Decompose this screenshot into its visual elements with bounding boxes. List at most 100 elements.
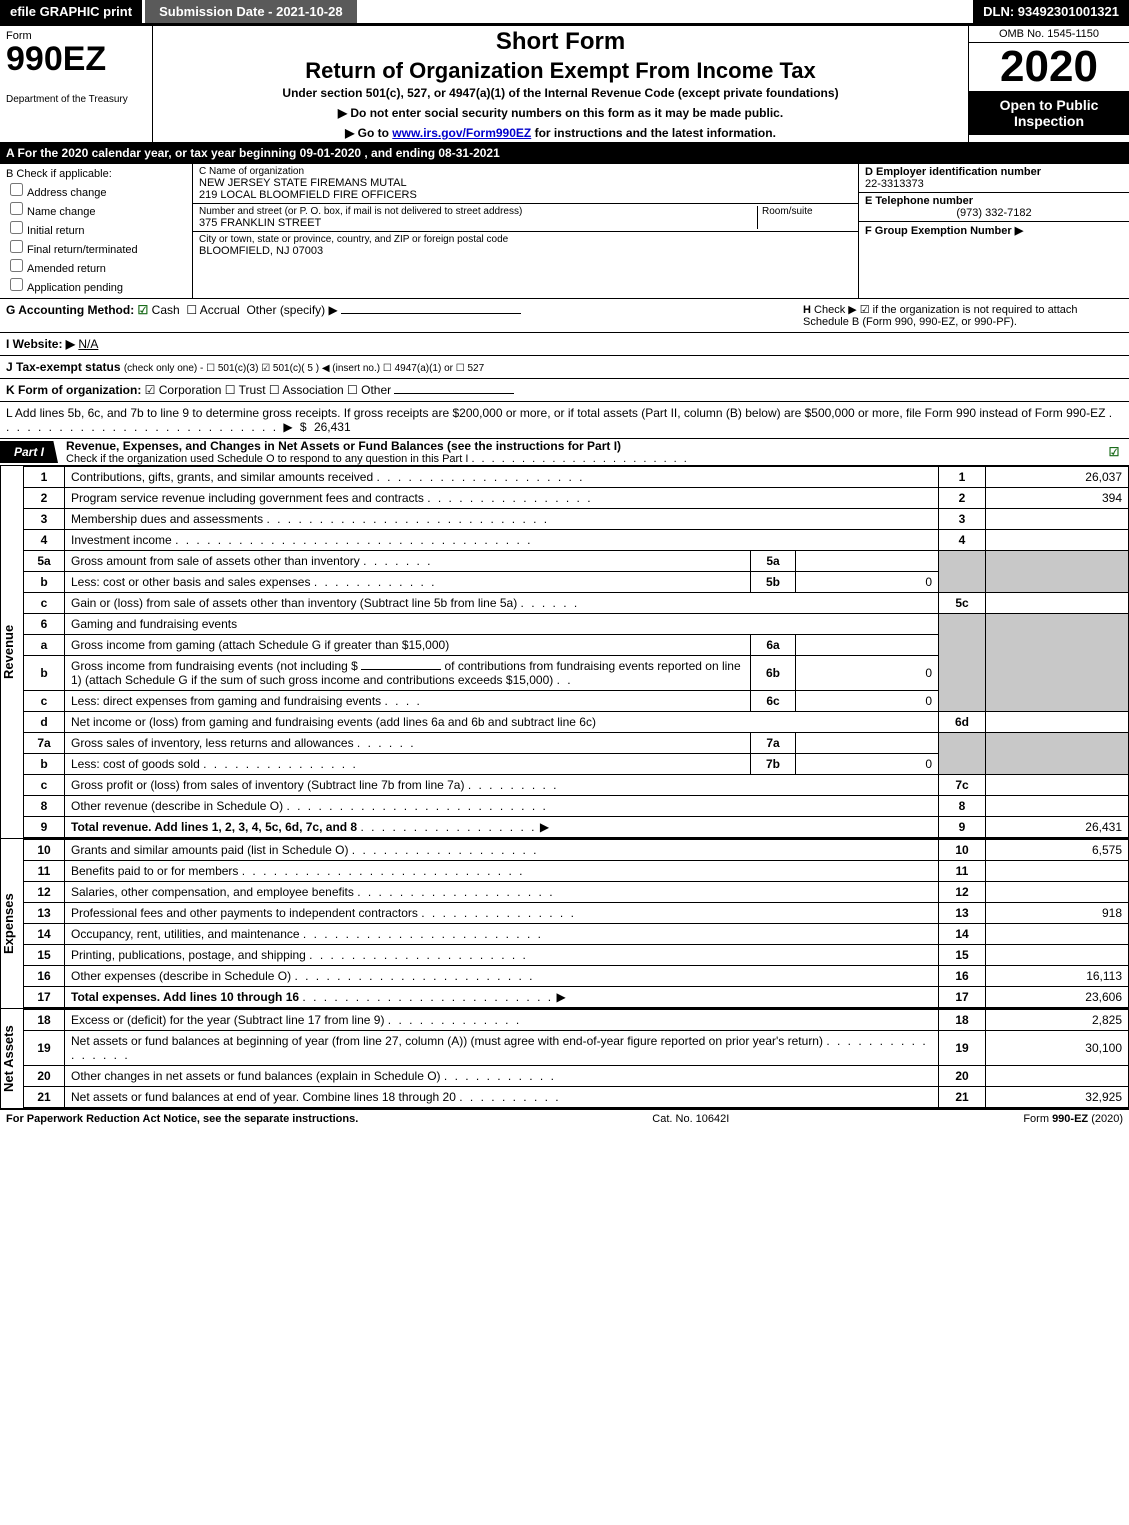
line18-desc: Excess or (deficit) for the year (Subtra…	[71, 1013, 384, 1027]
k-label: K Form of organization:	[6, 383, 141, 397]
tel-value: (973) 332-7182	[865, 207, 1123, 219]
line17-desc: Total expenses. Add lines 10 through 16	[71, 990, 299, 1004]
lbl-application-pending: Application pending	[27, 282, 123, 294]
addr-label: Number and street (or P. O. box, if mail…	[199, 206, 757, 217]
line6c-sub: 0	[796, 691, 939, 712]
department-label: Department of the Treasury	[6, 94, 146, 105]
org-city: BLOOMFIELD, NJ 07003	[199, 245, 852, 257]
lbl-initial-return: Initial return	[27, 225, 84, 237]
line6a-sub	[796, 635, 939, 656]
row-j: J Tax-exempt status (check only one) - ☐…	[0, 356, 1129, 379]
h-label: H	[803, 304, 811, 316]
chk-final-return[interactable]	[10, 240, 23, 253]
line15-amount	[986, 945, 1129, 966]
goto-line: ▶ Go to www.irs.gov/Form990EZ for instru…	[159, 126, 962, 140]
part1-checkline: Check if the organization used Schedule …	[66, 453, 468, 465]
line10-amount: 6,575	[986, 840, 1129, 861]
line2-amount: 394	[986, 488, 1129, 509]
line9-desc: Total revenue. Add lines 1, 2, 3, 4, 5c,…	[71, 820, 357, 834]
expenses-section: Expenses 10Grants and similar amounts pa…	[0, 839, 1129, 1009]
line3-desc: Membership dues and assessments	[71, 512, 263, 526]
line6-desc: Gaming and fundraising events	[65, 614, 939, 635]
line14-amount	[986, 924, 1129, 945]
line15-desc: Printing, publications, postage, and shi…	[71, 948, 306, 962]
tel-label: E Telephone number	[865, 195, 1123, 207]
l-text: L Add lines 5b, 6c, and 7b to line 9 to …	[6, 406, 1105, 420]
line3-amount	[986, 509, 1129, 530]
boxes-bcd: B Check if applicable: Address change Na…	[0, 164, 1129, 299]
line20-amount	[986, 1066, 1129, 1087]
footer-mid: Cat. No. 10642I	[652, 1113, 729, 1125]
row-l: L Add lines 5b, 6c, and 7b to line 9 to …	[0, 402, 1129, 439]
line8-amount	[986, 796, 1129, 817]
part1-bar: Part I Revenue, Expenses, and Changes in…	[0, 439, 1129, 466]
line6d-amount	[986, 712, 1129, 733]
line5a-desc: Gross amount from sale of assets other t…	[71, 554, 360, 568]
line4-desc: Investment income	[71, 533, 172, 547]
part1-checkbox-icon: ☑	[1099, 445, 1129, 459]
line13-amount: 918	[986, 903, 1129, 924]
g-accrual: Accrual	[200, 303, 240, 317]
under-section: Under section 501(c), 527, or 4947(a)(1)…	[159, 86, 962, 100]
page-footer: For Paperwork Reduction Act Notice, see …	[0, 1109, 1129, 1128]
revenue-section: Revenue 1Contributions, gifts, grants, a…	[0, 466, 1129, 839]
line9-amount: 26,431	[986, 817, 1129, 838]
group-exempt-label: F Group Exemption Number ▶	[865, 224, 1123, 237]
expenses-table: 10Grants and similar amounts paid (list …	[23, 839, 1129, 1008]
part1-dots: . . . . . . . . . . . . . . . . . . . . …	[471, 453, 688, 465]
line4-amount	[986, 530, 1129, 551]
chk-name-change[interactable]	[10, 202, 23, 215]
website-value: N/A	[78, 337, 98, 351]
open-public: Open to Public Inspection	[969, 91, 1129, 135]
line6a-desc: Gross income from gaming (attach Schedul…	[71, 638, 449, 652]
part1-title: Revenue, Expenses, and Changes in Net As…	[66, 439, 1099, 453]
g-other: Other (specify) ▶	[246, 303, 337, 317]
i-label: I Website: ▶	[6, 337, 75, 351]
line19-amount: 30,100	[986, 1031, 1129, 1066]
line12-desc: Salaries, other compensation, and employ…	[71, 885, 354, 899]
chk-application-pending[interactable]	[10, 278, 23, 291]
netassets-section: Net Assets 18Excess or (deficit) for the…	[0, 1009, 1129, 1109]
line20-desc: Other changes in net assets or fund bala…	[71, 1069, 441, 1083]
omb-number: OMB No. 1545-1150	[969, 26, 1129, 43]
j-tail: (check only one) - ☐ 501(c)(3) ☑ 501(c)(…	[124, 363, 484, 374]
line7a-desc: Gross sales of inventory, less returns a…	[71, 736, 354, 750]
efile-button[interactable]: efile GRAPHIC print	[0, 0, 142, 23]
line12-amount	[986, 882, 1129, 903]
line7b-sub: 0	[796, 754, 939, 775]
line5c-amount	[986, 593, 1129, 614]
line19-desc: Net assets or fund balances at beginning…	[71, 1034, 823, 1048]
netassets-vlabel: Net Assets	[0, 1009, 23, 1108]
short-form-title: Short Form	[159, 28, 962, 56]
header-right: OMB No. 1545-1150 2020 Open to Public In…	[968, 26, 1129, 142]
form-number: 990EZ	[6, 42, 146, 76]
line2-desc: Program service revenue including govern…	[71, 491, 424, 505]
box-d: D Employer identification number 22-3313…	[859, 164, 1129, 298]
g-label: G Accounting Method:	[6, 303, 134, 317]
line17-amount: 23,606	[986, 987, 1129, 1008]
chk-amended-return[interactable]	[10, 259, 23, 272]
chk-initial-return[interactable]	[10, 221, 23, 234]
line8-desc: Other revenue (describe in Schedule O)	[71, 799, 283, 813]
goto-link[interactable]: www.irs.gov/Form990EZ	[392, 126, 531, 140]
g-cash: Cash	[152, 303, 180, 317]
line1-amount: 26,037	[986, 467, 1129, 488]
chk-cash-icon: ☑	[138, 303, 149, 317]
form-header: Form 990EZ Department of the Treasury Sh…	[0, 26, 1129, 143]
line13-desc: Professional fees and other payments to …	[71, 906, 418, 920]
expenses-vlabel: Expenses	[0, 839, 23, 1008]
line5b-desc: Less: cost or other basis and sales expe…	[71, 575, 310, 589]
return-title: Return of Organization Exempt From Incom…	[159, 58, 962, 84]
header-left: Form 990EZ Department of the Treasury	[0, 26, 153, 142]
line7b-desc: Less: cost of goods sold	[71, 757, 200, 771]
line1-desc: Contributions, gifts, grants, and simila…	[71, 470, 373, 484]
line16-desc: Other expenses (describe in Schedule O)	[71, 969, 291, 983]
line7c-desc: Gross profit or (loss) from sales of inv…	[71, 778, 464, 792]
tax-year: 2020	[969, 43, 1129, 91]
revenue-vlabel: Revenue	[0, 466, 23, 838]
box-c: C Name of organization NEW JERSEY STATE …	[193, 164, 859, 298]
line6b-sub: 0	[796, 656, 939, 691]
line21-desc: Net assets or fund balances at end of ye…	[71, 1090, 456, 1104]
chk-address-change[interactable]	[10, 183, 23, 196]
line11-desc: Benefits paid to or for members	[71, 864, 238, 878]
